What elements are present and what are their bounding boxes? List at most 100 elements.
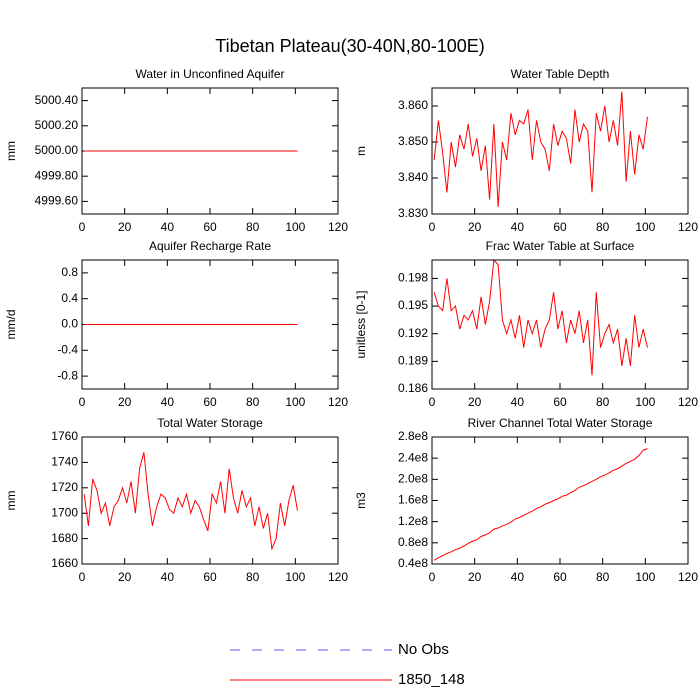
x-tick-label: 100 — [635, 220, 655, 234]
y-tick-label: 3.850 — [398, 134, 428, 148]
x-tick-label: 20 — [468, 570, 482, 584]
y-tick-label: 1700 — [51, 505, 78, 519]
x-tick-label: 20 — [468, 220, 482, 234]
x-tick-label: 120 — [678, 570, 698, 584]
x-tick-label: 60 — [203, 220, 217, 234]
y-tick-label: 0.8e8 — [398, 535, 428, 549]
y-axis-label: mm/d — [4, 310, 18, 340]
legend-label: No Obs — [398, 641, 449, 658]
y-tick-label: 3.860 — [398, 98, 428, 112]
x-tick-label: 0 — [79, 395, 86, 409]
x-tick-label: 60 — [203, 570, 217, 584]
data-line — [433, 91, 648, 207]
y-tick-label: 3.840 — [398, 170, 428, 184]
x-tick-label: 60 — [553, 570, 567, 584]
y-tick-label: 3.830 — [398, 206, 428, 220]
plot-frame — [431, 259, 689, 390]
x-tick-label: 60 — [203, 395, 217, 409]
y-axis-label: mm — [4, 141, 18, 161]
y-tick-label: 0.186 — [398, 381, 428, 395]
plot-frame — [431, 87, 689, 215]
x-tick-label: 100 — [285, 220, 305, 234]
x-tick-label: 120 — [678, 220, 698, 234]
y-tick-label: 1740 — [51, 455, 78, 469]
data-line — [433, 258, 648, 376]
x-tick-label: 20 — [118, 395, 132, 409]
x-tick-label: 20 — [118, 570, 132, 584]
y-tick-label: 1680 — [51, 531, 78, 545]
figure-title: Tibetan Plateau(30-40N,80-100E) — [215, 36, 485, 56]
plot-frame — [81, 87, 339, 215]
y-tick-label: -0.4 — [57, 342, 78, 356]
y-tick-label: 0.0 — [61, 317, 78, 331]
y-axis-label: mm — [4, 491, 18, 511]
y-axis-label: m — [354, 146, 368, 156]
y-tick-label: 2.4e8 — [398, 450, 428, 464]
x-tick-label: 80 — [596, 395, 610, 409]
x-tick-label: 60 — [553, 395, 567, 409]
y-tick-label: 2.8e8 — [398, 429, 428, 443]
panel-title: Frac Water Table at Surface — [486, 239, 635, 253]
plot-frame — [431, 436, 689, 565]
panel-title: Total Water Storage — [157, 416, 263, 430]
x-tick-label: 60 — [553, 220, 567, 234]
y-axis-label: unitless [0-1] — [354, 290, 368, 358]
x-tick-label: 40 — [161, 220, 175, 234]
y-tick-label: 0.195 — [398, 298, 428, 312]
x-tick-label: 80 — [596, 220, 610, 234]
y-tick-label: 5000.20 — [35, 118, 79, 132]
y-tick-label: 1.2e8 — [398, 514, 428, 528]
y-tick-label: 0.8 — [61, 265, 78, 279]
y-tick-label: 2.0e8 — [398, 472, 428, 486]
x-tick-label: 100 — [635, 570, 655, 584]
x-tick-label: 40 — [161, 570, 175, 584]
y-tick-label: 5000.40 — [35, 93, 79, 107]
legend-label: 1850_148 — [398, 671, 465, 688]
y-tick-label: 4999.60 — [35, 194, 79, 208]
x-tick-label: 120 — [328, 220, 348, 234]
x-tick-label: 40 — [511, 570, 525, 584]
y-axis-label: m3 — [354, 492, 368, 509]
x-tick-label: 80 — [246, 395, 260, 409]
x-tick-label: 40 — [161, 395, 175, 409]
x-tick-label: 120 — [678, 395, 698, 409]
x-tick-label: 0 — [79, 220, 86, 234]
panel-title: Aquifer Recharge Rate — [149, 239, 271, 253]
y-tick-label: 1660 — [51, 556, 78, 570]
y-tick-label: 0.4e8 — [398, 556, 428, 570]
x-tick-label: 20 — [118, 220, 132, 234]
x-tick-label: 0 — [429, 220, 436, 234]
x-tick-label: 100 — [635, 395, 655, 409]
x-tick-label: 80 — [246, 570, 260, 584]
x-tick-label: 80 — [596, 570, 610, 584]
x-tick-label: 0 — [79, 570, 86, 584]
data-line — [83, 452, 298, 551]
x-tick-label: 20 — [468, 395, 482, 409]
x-tick-label: 100 — [285, 570, 305, 584]
y-tick-label: 0.4 — [61, 291, 78, 305]
panel-title: Water in Unconfined Aquifer — [136, 67, 285, 81]
plot-frame — [81, 436, 339, 565]
x-tick-label: 40 — [511, 395, 525, 409]
y-tick-label: 0.192 — [398, 326, 428, 340]
y-tick-label: 0.189 — [398, 354, 428, 368]
x-tick-label: 0 — [429, 395, 436, 409]
x-tick-label: 120 — [328, 395, 348, 409]
x-tick-label: 0 — [429, 570, 436, 584]
y-tick-label: 1760 — [51, 429, 78, 443]
plot-frame — [81, 259, 339, 390]
y-tick-label: 1720 — [51, 480, 78, 494]
panel-title: River Channel Total Water Storage — [468, 416, 653, 430]
y-tick-label: 4999.80 — [35, 168, 79, 182]
y-tick-label: 1.6e8 — [398, 493, 428, 507]
panel-title: Water Table Depth — [511, 67, 610, 81]
x-tick-label: 80 — [246, 220, 260, 234]
x-tick-label: 40 — [511, 220, 525, 234]
x-tick-label: 100 — [285, 395, 305, 409]
x-tick-label: 120 — [328, 570, 348, 584]
y-tick-label: 5000.00 — [35, 143, 79, 157]
data-line — [433, 448, 648, 561]
y-tick-label: -0.8 — [57, 368, 78, 382]
y-tick-label: 0.198 — [398, 271, 428, 285]
